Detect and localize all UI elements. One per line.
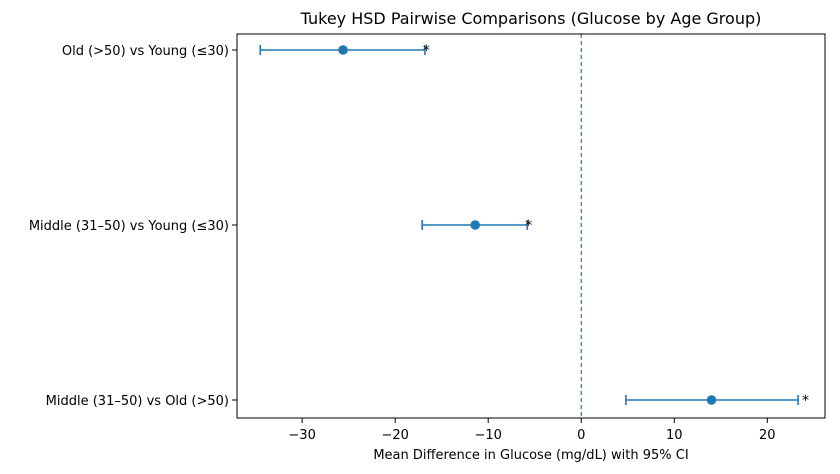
mean-point: [470, 220, 480, 230]
x-tick-label: −10: [474, 428, 501, 443]
chart-title: Tukey HSD Pairwise Comparisons (Glucose …: [300, 9, 762, 28]
y-tick-label: Middle (31–50) vs Young (≤30): [29, 219, 229, 234]
mean-point: [338, 45, 348, 55]
y-tick-label: Middle (31–50) vs Old (>50): [46, 394, 229, 409]
y-tick-label: Old (>50) vs Young (≤30): [62, 44, 229, 59]
x-tick-label: −30: [288, 428, 315, 443]
plot-area: −30 −20 −10 0 10 20 Old (>50) vs Young (≤30) * M…: [29, 34, 809, 443]
x-tick-label: 10: [666, 428, 683, 443]
x-tick-label: −20: [381, 428, 408, 443]
mean-point: [706, 395, 717, 405]
significance-marker: *: [525, 218, 532, 234]
significance-marker: *: [802, 393, 809, 409]
x-tick-label: 0: [577, 428, 585, 443]
x-axis-label: Mean Difference in Glucose (mg/dL) with …: [373, 448, 688, 463]
x-tick-label: 20: [759, 428, 776, 443]
significance-marker: *: [423, 43, 430, 59]
plot-frame: [236, 33, 826, 419]
